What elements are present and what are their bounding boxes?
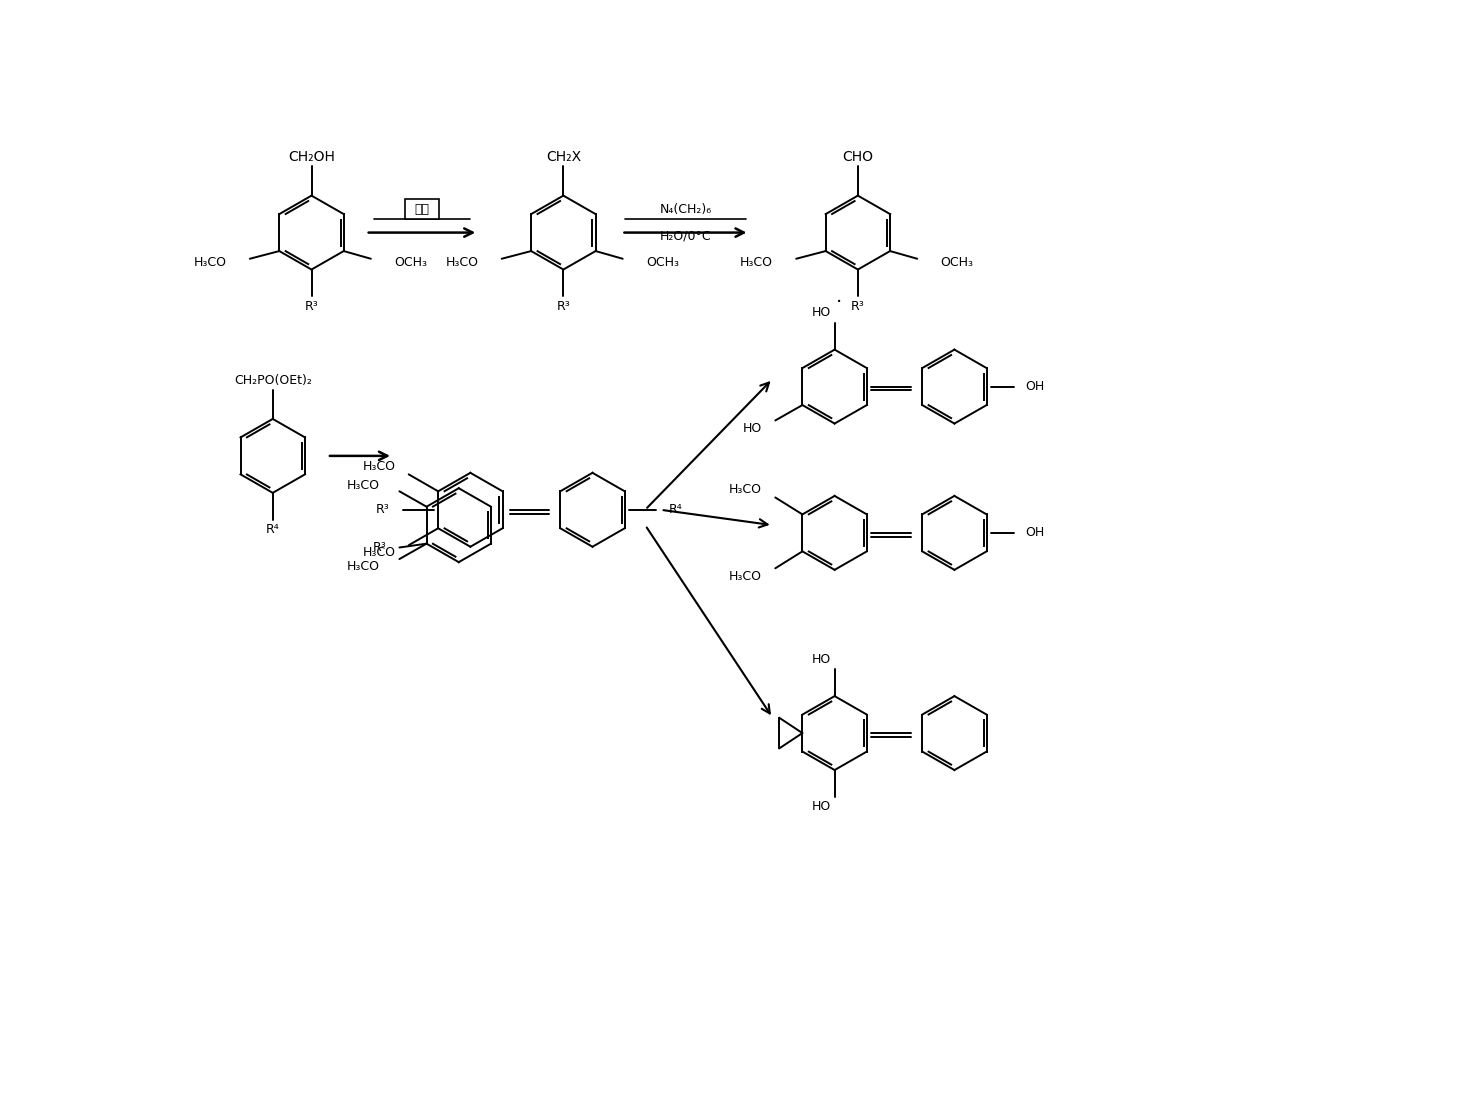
Text: .: .: [836, 287, 842, 306]
Text: CHO: CHO: [842, 150, 874, 164]
Text: H₃CO: H₃CO: [445, 256, 479, 269]
Text: OCH₃: OCH₃: [940, 256, 974, 269]
Text: HO: HO: [811, 652, 831, 666]
Text: OH: OH: [1025, 527, 1044, 540]
Text: HO: HO: [811, 306, 831, 319]
Text: HO: HO: [811, 800, 831, 814]
Text: H₂O/0°C: H₂O/0°C: [660, 230, 711, 243]
Text: 卤代: 卤代: [414, 203, 429, 216]
Text: H₃CO: H₃CO: [363, 460, 395, 474]
Text: R³: R³: [304, 300, 319, 314]
Bar: [405, 200, 439, 220]
Text: H₃CO: H₃CO: [347, 479, 380, 491]
Text: H₃CO: H₃CO: [729, 484, 762, 497]
Text: CH₂X: CH₂X: [546, 150, 580, 164]
Text: R³: R³: [376, 503, 389, 517]
Text: R³: R³: [557, 300, 570, 314]
Text: OCH₃: OCH₃: [646, 256, 679, 269]
Text: H₃CO: H₃CO: [363, 546, 395, 560]
Text: CH₂OH: CH₂OH: [288, 150, 335, 164]
Text: R⁴: R⁴: [266, 523, 279, 537]
Text: N₄(CH₂)₆: N₄(CH₂)₆: [660, 203, 711, 216]
Text: H₃CO: H₃CO: [740, 256, 773, 269]
Text: R³: R³: [851, 300, 865, 314]
Text: H₃CO: H₃CO: [729, 570, 762, 583]
Text: R³: R³: [373, 541, 386, 554]
Text: CH₂PO(OEt)₂: CH₂PO(OEt)₂: [234, 374, 311, 386]
Text: OH: OH: [1025, 380, 1044, 393]
Text: R⁴: R⁴: [668, 503, 683, 517]
Text: HO: HO: [743, 422, 762, 435]
Text: OCH₃: OCH₃: [394, 256, 427, 269]
Text: 卤代: 卤代: [414, 203, 429, 216]
Text: H₃CO: H₃CO: [194, 256, 226, 269]
Text: H₃CO: H₃CO: [347, 560, 380, 573]
